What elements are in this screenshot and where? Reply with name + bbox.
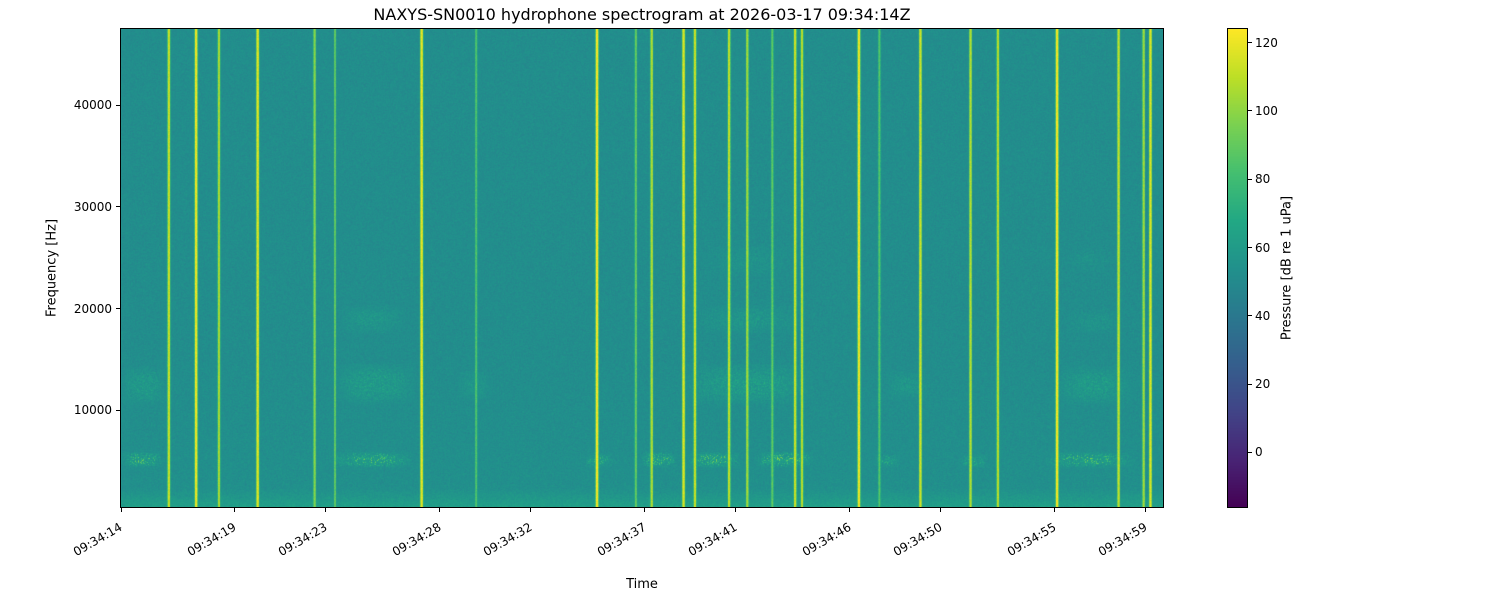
x-tick-mark bbox=[1054, 508, 1056, 512]
x-tick-label: 09:34:19 bbox=[184, 519, 239, 560]
x-tick-mark bbox=[849, 508, 851, 512]
x-tick-mark bbox=[120, 508, 122, 512]
colorbar-tick-label: 80 bbox=[1255, 172, 1271, 187]
y-tick-label: 20000 bbox=[73, 301, 112, 316]
colorbar-tick-label: 120 bbox=[1255, 35, 1278, 50]
colorbar-tick-mark bbox=[1248, 42, 1252, 44]
x-tick-label: 09:34:23 bbox=[275, 519, 330, 560]
y-tick-label: 30000 bbox=[73, 199, 112, 214]
x-tick-label: 09:34:28 bbox=[389, 519, 444, 560]
x-tick-label: 09:34:46 bbox=[799, 519, 854, 560]
x-tick-label: 09:34:14 bbox=[70, 519, 125, 560]
x-tick-label: 09:34:50 bbox=[890, 519, 945, 560]
colorbar-label: Pressure [dB re 1 uPa] bbox=[1279, 195, 1295, 341]
y-tick-mark bbox=[116, 104, 120, 106]
x-tick-mark bbox=[940, 508, 942, 512]
y-tick-mark bbox=[116, 409, 120, 411]
colorbar-tick-mark bbox=[1248, 178, 1252, 180]
x-tick-label: 09:34:32 bbox=[480, 519, 535, 560]
x-tick-mark bbox=[234, 508, 236, 512]
colorbar-tick-mark bbox=[1248, 247, 1252, 248]
x-tick-mark bbox=[439, 508, 441, 512]
y-tick-mark bbox=[116, 206, 120, 208]
spectrogram-canvas bbox=[120, 28, 1164, 508]
x-tick-label: 09:34:59 bbox=[1095, 519, 1150, 560]
colorbar-tick-mark bbox=[1248, 383, 1252, 385]
colorbar-tick-label: 100 bbox=[1255, 103, 1278, 118]
x-tick-mark bbox=[530, 508, 532, 512]
colorbar-tick-mark bbox=[1248, 451, 1252, 453]
x-axis-label: Time bbox=[626, 577, 658, 592]
colorbar-tick-label: 20 bbox=[1255, 377, 1271, 392]
x-tick-mark bbox=[644, 508, 646, 512]
y-tick-label: 40000 bbox=[73, 98, 112, 113]
x-tick-mark bbox=[1145, 508, 1147, 512]
colorbar-tick-label: 60 bbox=[1255, 240, 1271, 255]
y-tick-mark bbox=[116, 308, 120, 310]
y-tick-label: 10000 bbox=[73, 403, 112, 418]
x-tick-mark bbox=[735, 508, 737, 512]
x-tick-label: 09:34:37 bbox=[594, 519, 649, 560]
x-tick-label: 09:34:55 bbox=[1004, 519, 1059, 560]
colorbar-tick-mark bbox=[1248, 110, 1252, 112]
y-axis-label: Frequency [Hz] bbox=[44, 218, 60, 318]
colorbar-tick-label: 0 bbox=[1255, 445, 1263, 460]
chart-title: NAXYS-SN0010 hydrophone spectrogram at 2… bbox=[373, 5, 911, 24]
colorbar-tick-label: 40 bbox=[1255, 308, 1271, 323]
x-tick-label: 09:34:41 bbox=[685, 519, 740, 560]
x-tick-mark bbox=[325, 508, 327, 512]
colorbar-tick-mark bbox=[1248, 315, 1252, 317]
colorbar-canvas bbox=[1227, 28, 1248, 508]
